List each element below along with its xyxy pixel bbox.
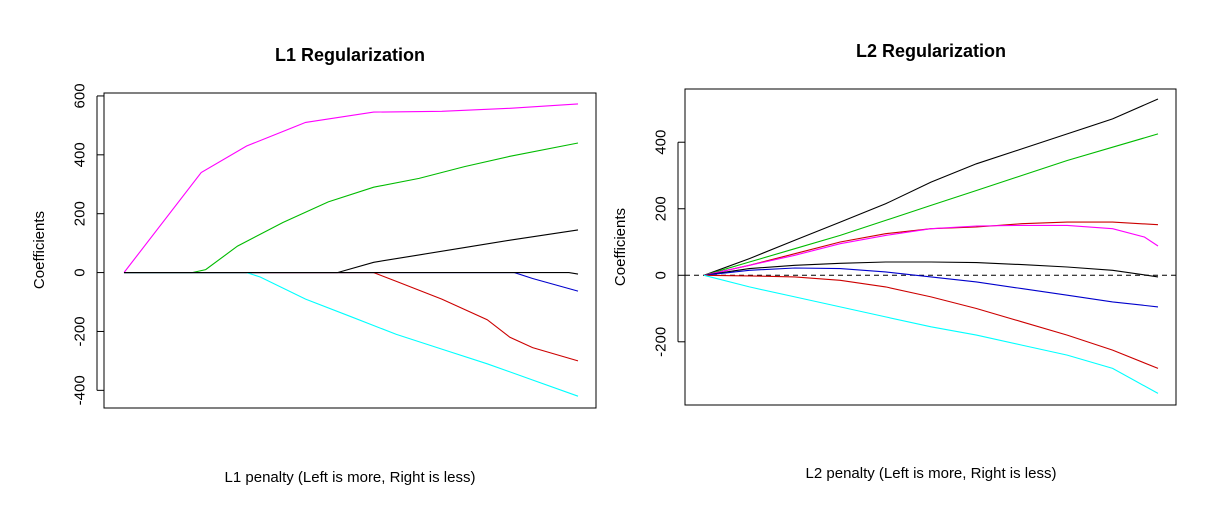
series-line xyxy=(703,133,1159,276)
series-layer xyxy=(703,98,1159,394)
series-line xyxy=(124,229,579,274)
series-line xyxy=(124,142,579,274)
y-tick-label: -200 xyxy=(72,316,89,346)
plot-frame xyxy=(103,92,597,409)
series-layer xyxy=(123,103,579,397)
x-axis-label: L1 penalty (Left is more, Right is less) xyxy=(225,469,476,486)
chart-title: L2 Regularization xyxy=(856,41,1006,61)
y-tick-label: -400 xyxy=(72,375,89,405)
y-axis: -200 0 200 400 xyxy=(653,130,685,357)
y-tick-label: 0 xyxy=(653,271,670,279)
y-tick-label: 0 xyxy=(72,268,89,276)
series-line xyxy=(123,103,579,273)
series-line xyxy=(124,272,579,397)
series-line xyxy=(703,267,1159,308)
series-line xyxy=(703,261,1159,278)
series-line xyxy=(703,274,1159,394)
y-axis-label: Coefficients xyxy=(612,208,629,286)
y-axis-label: Coefficients xyxy=(31,211,48,289)
y-axis: -400 -200 0 200 400 600 xyxy=(72,83,104,405)
x-axis-label: L2 penalty (Left is more, Right is less) xyxy=(806,465,1057,482)
series-line xyxy=(703,224,1159,276)
series-line xyxy=(703,98,1159,276)
y-tick-label: 200 xyxy=(653,196,670,221)
y-tick-label: 600 xyxy=(72,83,89,108)
l1-regularization-panel: L1 Regularization -400 -200 0 200 400 600 L1 … xyxy=(31,45,597,486)
y-tick-label: 400 xyxy=(653,130,670,155)
y-tick-label: 400 xyxy=(72,142,89,167)
y-tick-label: -200 xyxy=(653,327,670,357)
plot-frame xyxy=(684,88,1177,406)
series-line xyxy=(703,274,1159,369)
series-line xyxy=(124,272,579,292)
series-line xyxy=(124,272,579,275)
chart-title: L1 Regularization xyxy=(275,45,425,65)
l2-regularization-panel: L2 Regularization -200 0 200 400 L2 penalty… xyxy=(612,41,1177,482)
y-tick-label: 200 xyxy=(72,201,89,226)
series-line xyxy=(124,272,579,362)
